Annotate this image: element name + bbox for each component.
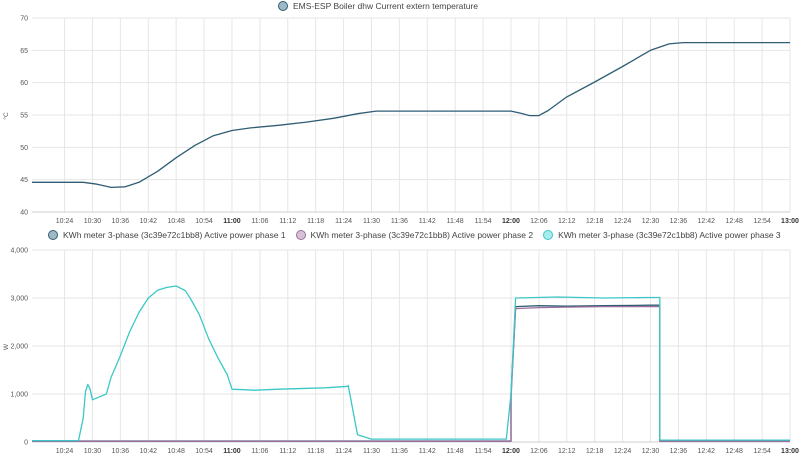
series-line-1-1 <box>32 41 790 189</box>
x-tick-label: 12:18 <box>586 448 604 455</box>
x-tick-label: 12:30 <box>642 218 660 225</box>
y-axis-unit: W <box>3 343 10 350</box>
x-tick-label: 11:24 <box>335 218 352 225</box>
x-tick-label: 10:24 <box>56 448 74 455</box>
x-tick-label: 11:54 <box>475 448 492 455</box>
y-tick-label: 65 <box>20 48 28 55</box>
y-tick-label: 3,000 <box>10 296 28 303</box>
x-tick-label: 12:48 <box>725 448 743 455</box>
y-tick-label: 2,000 <box>10 344 28 351</box>
x-tick-label: 12:00 <box>502 218 520 225</box>
x-tick-label: 11:00 <box>223 218 241 225</box>
x-tick-label: 12:18 <box>586 218 604 225</box>
x-tick-label: 12:24 <box>614 218 632 225</box>
x-tick-label: 12:12 <box>558 218 576 225</box>
x-tick-label: 12:42 <box>698 448 716 455</box>
legend-label: KWh meter 3-phase (3c39e72c1bb8) Active … <box>310 230 534 240</box>
x-tick-label: 11:12 <box>279 448 296 455</box>
x-tick-label: 11:36 <box>391 218 408 225</box>
legend-swatch-icon <box>278 1 288 11</box>
x-tick-label: 10:24 <box>56 218 74 225</box>
legend-swatch-icon <box>48 230 58 240</box>
series-line-2-3 <box>32 285 790 442</box>
y-tick-label: 70 <box>20 16 28 23</box>
x-tick-label: 11:42 <box>419 218 436 225</box>
x-tick-label: 10:42 <box>139 218 157 225</box>
x-tick-label: 10:48 <box>167 218 185 225</box>
legend-label: EMS-ESP Boiler dhw Current extern temper… <box>293 1 479 11</box>
y-tick-label: 45 <box>20 177 28 184</box>
x-tick-label: 11:54 <box>475 218 492 225</box>
legend-label: KWh meter 3-phase (3c39e72c1bb8) Active … <box>63 230 286 240</box>
chart2-legend: KWh meter 3-phase (3c39e72c1bb8) Active … <box>48 230 791 240</box>
x-tick-label: 12:42 <box>698 218 716 225</box>
legend-swatch-icon <box>543 230 554 240</box>
y-tick-label: 50 <box>20 145 28 152</box>
legend-swatch-icon <box>295 230 306 240</box>
y-tick-label: 40 <box>20 210 28 217</box>
x-tick-label: 12:30 <box>642 448 660 455</box>
x-tick-label: 10:54 <box>195 448 213 455</box>
x-tick-label: 12:24 <box>614 448 632 455</box>
x-tick-label: 11:24 <box>335 448 352 455</box>
legend-item-series-1[interactable]: EMS-ESP Boiler dhw Current extern temper… <box>278 1 478 11</box>
x-tick-label: 12:12 <box>558 448 576 455</box>
x-tick-label: 11:06 <box>251 218 268 225</box>
x-tick-label: 12:54 <box>753 218 771 225</box>
y-tick-label: 60 <box>20 80 28 87</box>
legend-item-phase-3[interactable]: KWh meter 3-phase (3c39e72c1bb8) Active … <box>543 230 781 240</box>
series-line-2-1 <box>32 304 790 442</box>
x-tick-label: 10:42 <box>139 448 157 455</box>
x-tick-label: 10:36 <box>112 448 130 455</box>
x-tick-label: 10:54 <box>195 218 213 225</box>
x-tick-label: 11:48 <box>447 448 464 455</box>
y-tick-label: 1,000 <box>10 392 28 399</box>
x-tick-label: 11:36 <box>391 448 408 455</box>
x-tick-label: 12:48 <box>725 218 743 225</box>
x-tick-label: 11:12 <box>279 218 296 225</box>
y-axis-unit: °C <box>2 112 10 120</box>
x-tick-label: 10:30 <box>84 448 102 455</box>
series-line-2-2 <box>32 305 790 442</box>
x-tick-label: 11:18 <box>307 448 324 455</box>
x-tick-label: 10:48 <box>167 448 185 455</box>
x-tick-label: 12:06 <box>530 448 548 455</box>
y-tick-label: 55 <box>20 113 28 120</box>
x-tick-label: 11:06 <box>251 448 268 455</box>
x-tick-label: 12:36 <box>670 218 688 225</box>
x-tick-label: 12:36 <box>670 448 688 455</box>
y-tick-label: 0 <box>24 440 28 447</box>
chart1-legend: EMS-ESP Boiler dhw Current extern temper… <box>278 1 488 11</box>
legend-item-phase-2[interactable]: KWh meter 3-phase (3c39e72c1bb8) Active … <box>295 230 534 240</box>
x-tick-label: 11:48 <box>447 218 464 225</box>
x-tick-label: 10:30 <box>84 218 102 225</box>
x-tick-label: 10:36 <box>112 218 130 225</box>
x-tick-label: 13:00 <box>781 448 799 455</box>
x-tick-label: 12:00 <box>502 448 520 455</box>
x-tick-label: 11:18 <box>307 218 324 225</box>
x-tick-label: 11:30 <box>363 448 380 455</box>
y-tick-label: 4,000 <box>10 248 28 255</box>
x-tick-label: 11:00 <box>223 448 241 455</box>
x-tick-label: 13:00 <box>781 218 799 225</box>
x-tick-label: 12:06 <box>530 218 548 225</box>
legend-label: KWh meter 3-phase (3c39e72c1bb8) Active … <box>558 230 781 240</box>
x-tick-label: 12:54 <box>753 448 771 455</box>
x-tick-label: 11:30 <box>363 218 380 225</box>
x-tick-label: 11:42 <box>419 448 436 455</box>
legend-item-phase-1[interactable]: KWh meter 3-phase (3c39e72c1bb8) Active … <box>48 230 286 240</box>
